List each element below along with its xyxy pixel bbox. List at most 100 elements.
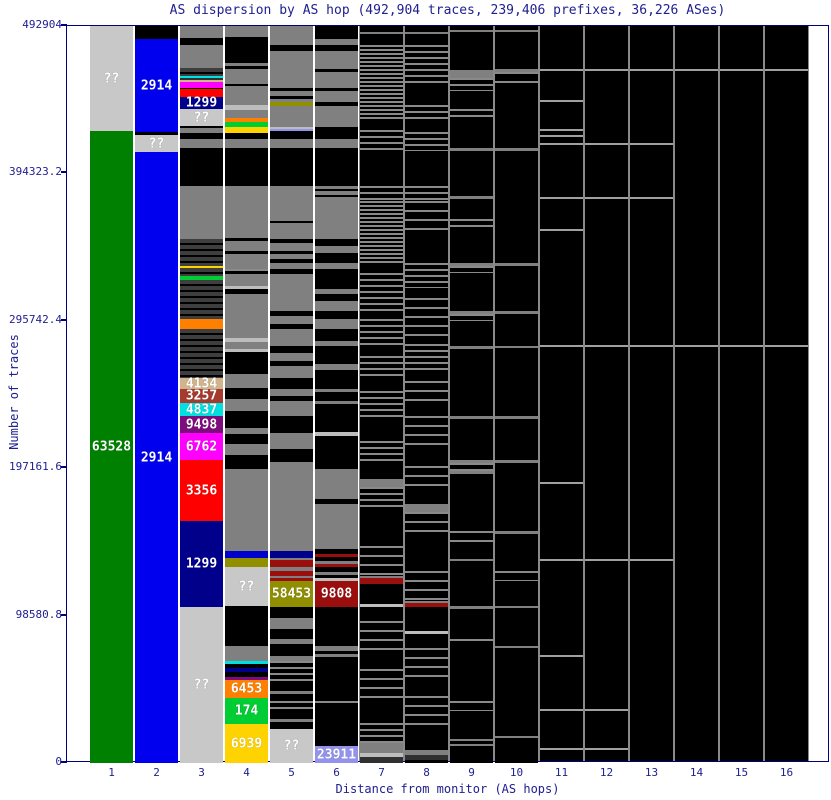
bar-segment: [315, 572, 358, 575]
bar-segment: [225, 133, 268, 139]
bar-segment: [270, 259, 313, 263]
bar-segment: [180, 80, 223, 82]
bar-segment-2914: 2914: [135, 39, 178, 132]
bar-segment: [450, 419, 493, 460]
bar-segment: [360, 151, 403, 186]
bar-segment: [315, 263, 358, 269]
bar-segment: [405, 416, 448, 446]
bar-segment: [315, 329, 358, 341]
bar-segment: [315, 389, 358, 392]
y-tick-mark: [61, 24, 67, 26]
bar-segment: [225, 286, 268, 289]
bar-segment: [360, 546, 403, 576]
bar-segment: [225, 139, 268, 148]
bar-segment: [225, 274, 268, 286]
bar-segment: [270, 656, 313, 661]
bar-segment: [180, 319, 223, 329]
bar-segment: [450, 531, 493, 543]
bar-segment: [450, 606, 493, 609]
bar-segment-2914: 2914: [135, 152, 178, 763]
as-label: 9808: [320, 586, 353, 602]
bar-segment: [450, 273, 493, 311]
bar-segment: [270, 221, 313, 223]
bar-segment: [405, 446, 448, 466]
bar-segment: [180, 88, 223, 89]
bar-segment: [315, 39, 358, 45]
bar-segment: [360, 186, 403, 201]
bar-segment: [270, 324, 313, 329]
bar-segment: [270, 99, 313, 102]
bar-segment: [405, 186, 448, 201]
bar-segment: [495, 581, 538, 606]
bar-segment: [360, 753, 403, 757]
bar-hop-4: ?? 6453 174 6939: [225, 26, 268, 763]
bar-segment: [315, 102, 358, 106]
bar-segment: [180, 38, 223, 45]
bar-segment: [360, 743, 403, 753]
as-label: ??: [148, 136, 165, 151]
bar-segment: [315, 246, 358, 253]
bar-segment: [225, 469, 268, 551]
bar-segment: [315, 701, 358, 706]
bar-segment: [495, 314, 538, 346]
y-tick-mark: [61, 761, 67, 763]
bar-segment: [180, 239, 223, 266]
bar-segment: [270, 396, 313, 401]
bar-segment: [450, 32, 493, 70]
bar-segment: [450, 741, 493, 744]
bar-segment: [360, 26, 403, 32]
bar-segment: [270, 243, 313, 251]
bar-segment: [225, 269, 268, 274]
bar-segment: [315, 557, 358, 561]
bar-segment: [270, 251, 313, 254]
x-tick-label: 7: [378, 766, 385, 779]
bar-segment: [225, 69, 268, 84]
bar-segment: [270, 186, 313, 221]
bar-segment: [135, 26, 178, 39]
as-label: 6762: [185, 439, 218, 454]
bar-segment: [495, 311, 538, 314]
bar-segment: [405, 32, 448, 34]
bar-segment: [405, 231, 448, 263]
as-label: 3356: [185, 483, 218, 498]
bar-segment: [270, 378, 313, 389]
bar-segment: [450, 561, 493, 606]
bar-segment: [405, 466, 448, 486]
bar-hop-11: [540, 26, 583, 761]
segment-boundary-line: [540, 143, 583, 145]
bar-segment-qq: ??: [180, 607, 223, 763]
bar-segment: [405, 634, 448, 648]
bar-segment: [270, 644, 313, 656]
bar-segment: [225, 672, 268, 677]
bar-hop-10: [495, 26, 538, 763]
bar-segment: [180, 329, 223, 378]
bar-segment: [405, 504, 448, 512]
bar-segment: [225, 186, 268, 238]
bar-segment: [225, 349, 268, 352]
bar-segment: [225, 254, 268, 269]
bar-segment: [450, 739, 493, 741]
bar-segment: [270, 639, 313, 644]
bar-segment: [450, 119, 493, 148]
bar-segment: [315, 499, 358, 504]
bar-segment-23911: 23911: [315, 746, 358, 763]
bar-segment: [315, 469, 358, 499]
bar-segment: [495, 460, 538, 463]
bar-segment: [270, 263, 313, 269]
bar-segment: [495, 69, 538, 72]
bar-segment: [495, 646, 538, 648]
bar-segment: [270, 629, 313, 639]
bar-segment: [315, 364, 358, 370]
bar-segment: [225, 241, 268, 251]
segment-boundary-line: [765, 345, 808, 347]
bar-segment: [450, 70, 493, 78]
bar-segment: [495, 534, 538, 571]
bar-segment: [315, 346, 358, 364]
bar-segment: [405, 85, 448, 105]
bar-segment: [405, 512, 448, 536]
bar-hop-8: [405, 26, 448, 763]
bar-segment: [495, 736, 538, 738]
as-label: 1299: [185, 556, 218, 572]
bar-segment: [495, 738, 538, 763]
